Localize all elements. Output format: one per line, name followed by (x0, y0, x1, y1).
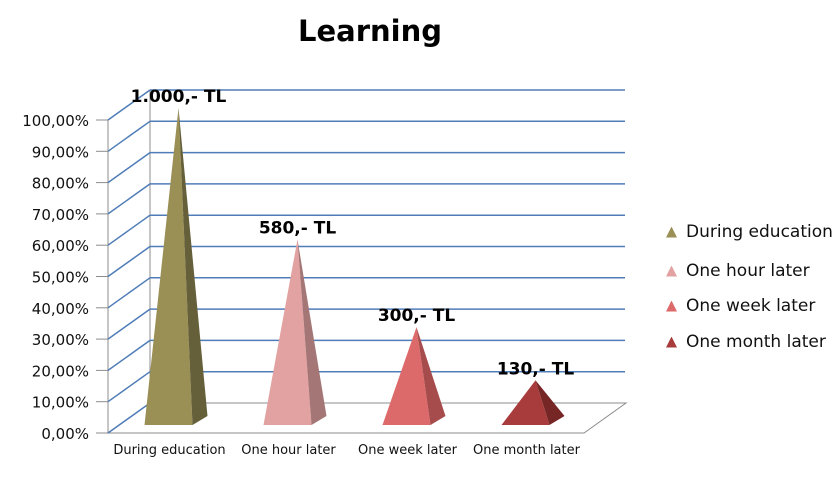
y-tick-label: 60,00% (32, 237, 89, 255)
y-tick-label: 50,00% (32, 269, 89, 287)
x-category-label: One month later (473, 443, 581, 458)
y-tick-label: 10,00% (32, 394, 89, 412)
x-axis-category-labels: During education One hour later One week l… (113, 443, 580, 458)
pyramid-front-face (501, 380, 550, 425)
pyramid-4 (501, 380, 565, 425)
legend-item: One month later (666, 332, 826, 352)
pyramid-side-face (416, 327, 446, 425)
gridline-depth (107, 339, 151, 372)
chart-pyramids (144, 108, 565, 425)
gridline-depth (107, 151, 151, 184)
gridline-depth (107, 277, 151, 309)
chart-title: Learning (297, 14, 442, 48)
gridline-depth (107, 120, 151, 152)
pyramid-3 (382, 327, 446, 425)
y-tick-label: 100,00% (22, 112, 89, 130)
legend-item: During education (666, 222, 833, 242)
x-category-label: One hour later (241, 443, 336, 458)
y-tick-label: 40,00% (32, 300, 89, 318)
y-tick-label: 30,00% (32, 331, 89, 349)
pyramid-2 (263, 239, 327, 425)
data-label: 300,- TL (378, 306, 456, 326)
legend-label: One hour later (686, 261, 810, 281)
gridline-depth (107, 89, 151, 121)
legend-swatch-icon (666, 300, 677, 312)
legend-swatch-icon (666, 265, 677, 277)
legend-label: One month later (686, 332, 826, 352)
gridline-depth (107, 183, 151, 215)
gridline-depth (107, 308, 151, 340)
gridline-depth (107, 214, 151, 246)
legend-item: One hour later (666, 261, 810, 281)
pyramid-side-face (297, 239, 327, 425)
pyramid-side-face (178, 108, 208, 425)
pyramid-1 (144, 108, 208, 425)
pyramid-front-face (382, 327, 431, 425)
legend-item: One week later (666, 296, 815, 316)
legend-label: One week later (686, 296, 816, 316)
legend-swatch-icon (666, 226, 677, 238)
pyramid-front-face (144, 108, 193, 425)
data-label: 580,- TL (259, 218, 337, 238)
legend-label: During education (686, 222, 833, 242)
gridline-depth (107, 371, 151, 403)
gridline-depth (107, 402, 151, 434)
legend-swatch-icon (666, 336, 677, 348)
data-label: 130,- TL (497, 359, 575, 379)
gridline-depth (107, 245, 151, 278)
pyramid-front-face (263, 239, 312, 425)
chart-gridlines (107, 89, 625, 434)
x-category-label: During education (113, 443, 225, 458)
y-tick-label: 80,00% (32, 175, 89, 193)
y-tick-label: 20,00% (32, 362, 89, 380)
y-tick-label: 70,00% (32, 206, 89, 224)
y-tick-label: 0,00% (41, 425, 89, 443)
pyramid-side-face (535, 380, 565, 425)
y-axis-tick-labels: 0,00% 10,00% 20,00% 30,00% 40,00% 50,00% 60,00… (22, 112, 108, 443)
data-label: 1.000,- TL (131, 87, 227, 107)
chart-data-labels: 1.000,- TL 580,- TL 300,- TL 130,- TL (131, 87, 575, 379)
x-category-label: One week later (358, 443, 458, 458)
y-tick-label: 90,00% (32, 143, 89, 161)
